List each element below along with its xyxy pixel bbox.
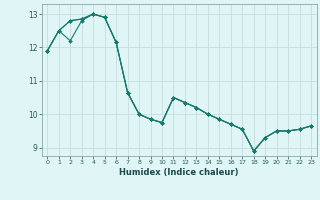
- X-axis label: Humidex (Indice chaleur): Humidex (Indice chaleur): [119, 168, 239, 177]
